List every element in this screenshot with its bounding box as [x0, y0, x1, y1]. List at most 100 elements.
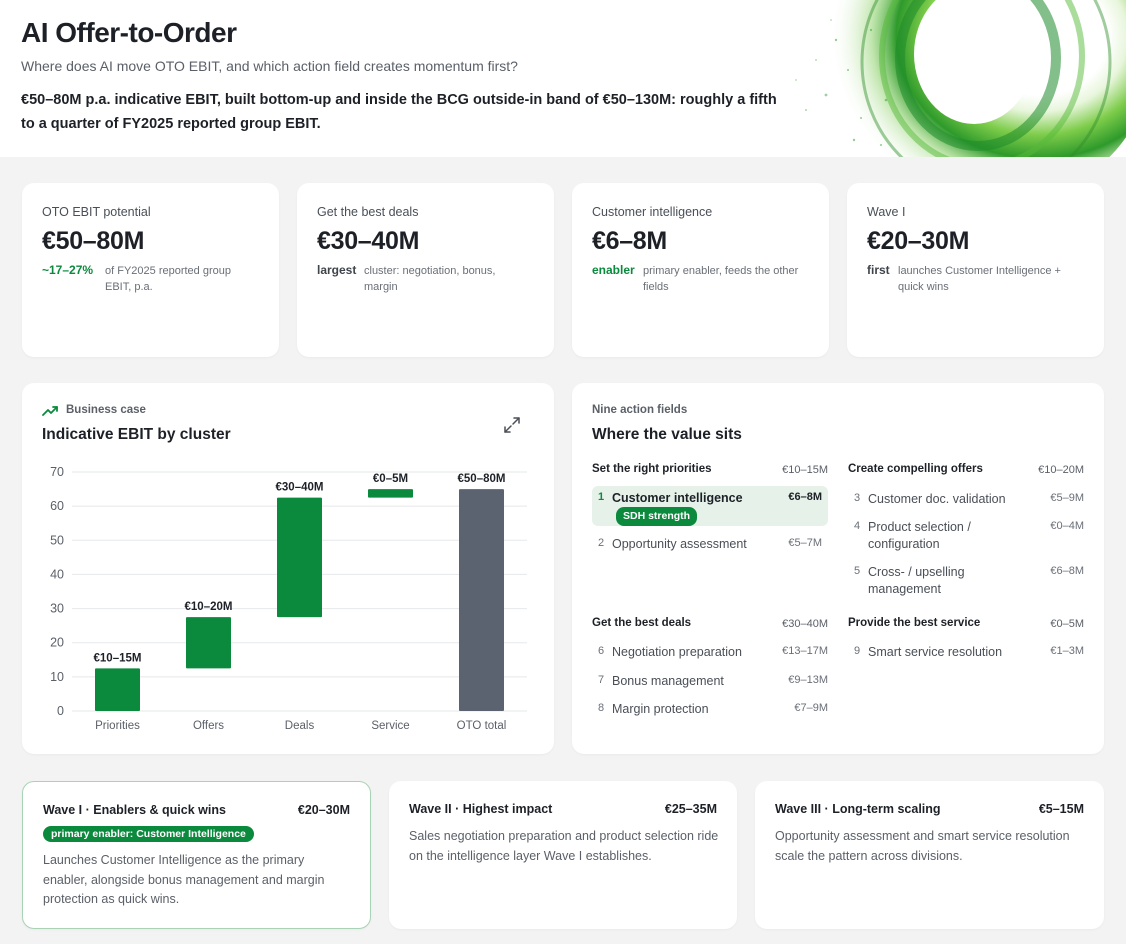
- x-tick-label: Service: [371, 720, 409, 732]
- wave-text: Launches Customer Intelligence as the pr…: [43, 853, 325, 906]
- y-tick-label: 30: [50, 602, 64, 616]
- sdh-strength-badge: SDH strength: [616, 507, 698, 526]
- group-value: €10–15M: [782, 464, 828, 476]
- field-label: Opportunity assessment: [612, 537, 747, 551]
- field-label: Margin protection: [612, 702, 709, 716]
- action-field-customer-doc-validation[interactable]: 3 Customer doc. validation €5–9M: [848, 487, 1084, 509]
- field-value: €1–3M: [1050, 645, 1084, 657]
- page-lead: €50–80M p.a. indicative EBIT, built bott…: [21, 92, 777, 132]
- field-value: €5–7M: [788, 537, 822, 549]
- ebit-waterfall-chart: 0 10 20 30 40 50 60 70 €10–15M Priorities €10–20M O…: [50, 465, 527, 732]
- field-value: €9–13M: [788, 674, 828, 686]
- bar-deals: [277, 497, 322, 618]
- page-subtitle: Where does AI move OTO EBIT, and which a…: [21, 58, 518, 74]
- y-tick-label: 50: [50, 533, 64, 547]
- action-field-negotiation-preparation[interactable]: 6 Negotiation preparation €13–17M: [592, 640, 828, 662]
- field-label: Cross- / upselling management: [868, 565, 965, 596]
- field-value: €5–9M: [1050, 492, 1084, 504]
- section-title: Indicative EBIT by cluster: [42, 426, 231, 443]
- action-field-smart-service-resolution[interactable]: 9 Smart service resolution €1–3M: [848, 640, 1084, 662]
- x-tick-label: Deals: [285, 720, 315, 732]
- field-value: €6–8M: [1050, 565, 1084, 577]
- trending-up-icon: [42, 406, 58, 416]
- kpi-label: Customer intelligence: [592, 205, 713, 219]
- kpi-card-wave-one: Wave I €20–30M first launches Customer I…: [847, 183, 1104, 357]
- field-value: €7–9M: [794, 702, 828, 714]
- field-label: Bonus management: [612, 674, 724, 688]
- action-field-opportunity-assessment[interactable]: 2 Opportunity assessment €5–7M: [592, 532, 822, 554]
- kpi-card-best-deals: Get the best deals €30–40M largest clust…: [297, 183, 554, 357]
- wave-title: Wave II · Highest impact: [409, 802, 553, 816]
- field-label: Negotiation preparation: [612, 645, 742, 659]
- green-ring-artwork: [686, 0, 1126, 157]
- wave-value: €5–15M: [1038, 802, 1084, 816]
- group-title: Provide the best service: [848, 617, 981, 629]
- action-field-bonus-management[interactable]: 7 Bonus management €9–13M: [592, 669, 828, 691]
- field-label: Smart service resolution: [868, 645, 1003, 659]
- wave-card-2[interactable]: Wave II · Highest impact €25–35M Sales n…: [389, 781, 737, 929]
- y-tick-label: 0: [57, 704, 64, 718]
- bar-service: [368, 489, 413, 498]
- kpi-value: €6–8M: [592, 227, 667, 255]
- wave-card-1[interactable]: Wave I · Enablers & quick wins €20–30M p…: [22, 781, 371, 929]
- wave-title: Wave I · Enablers & quick wins: [43, 803, 226, 817]
- kpi-label: Wave I: [867, 205, 906, 219]
- field-number: 6: [598, 645, 605, 657]
- field-number: 8: [598, 702, 605, 714]
- action-field-cross-upselling[interactable]: 5 Cross- / upselling management €6–8M: [848, 560, 1084, 598]
- field-label: Customer intelligence: [612, 491, 743, 505]
- bar-oto-total: [459, 489, 504, 711]
- group-value: €10–20M: [1038, 464, 1084, 476]
- data-label: €30–40M: [276, 482, 324, 494]
- y-tick-label: 70: [50, 465, 64, 479]
- x-tick-label: Offers: [193, 720, 224, 732]
- business-case-card: Business case Indicative EBIT by cluster…: [22, 383, 554, 754]
- action-fields-card: Nine action fields Where the value sits …: [572, 383, 1104, 754]
- field-number: 4: [854, 520, 861, 532]
- y-tick-label: 60: [50, 499, 64, 513]
- group-title: Set the right priorities: [592, 463, 712, 475]
- wave-value: €25–35M: [664, 802, 717, 816]
- field-number: 1: [598, 491, 605, 503]
- action-field-customer-intelligence[interactable]: 1 Customer intelligence SDH strength €6–8…: [592, 486, 828, 526]
- section-eyebrow: Nine action fields: [592, 404, 688, 416]
- wave-value: €20–30M: [297, 803, 350, 817]
- page-title: AI Offer-to-Order: [21, 17, 237, 48]
- action-field-product-selection[interactable]: 4 Product selection / configuration €0–4…: [848, 515, 1084, 553]
- kpi-card-oto-ebit: OTO EBIT potential €50–80M ~17–27% of FY…: [22, 183, 279, 357]
- field-label: Product selection / configuration: [868, 520, 971, 551]
- kpi-tag: ~17–27%: [42, 263, 94, 277]
- field-number: 2: [598, 537, 605, 549]
- data-label: €10–15M: [94, 652, 142, 664]
- field-number: 5: [854, 565, 861, 577]
- y-tick-label: 40: [50, 567, 64, 581]
- data-label: €10–20M: [185, 601, 233, 613]
- primary-enabler-badge: primary enabler: Customer Intelligence: [43, 826, 254, 842]
- field-value: €0–4M: [1050, 520, 1084, 532]
- hero-header: AI Offer-to-Order Where does AI move OTO…: [0, 0, 1126, 157]
- wave-card-3[interactable]: Wave III · Long-term scaling €5–15M Oppo…: [755, 781, 1104, 929]
- kpi-tag: largest: [317, 263, 357, 277]
- kpi-note: cluster: negotiation, bonus, margin: [364, 265, 496, 293]
- group-value: €30–40M: [782, 618, 828, 630]
- wave-text: Opportunity assessment and smart service…: [775, 829, 1070, 863]
- kpi-card-customer-intelligence: Customer intelligence €6–8M enabler prim…: [572, 183, 829, 357]
- group-title: Get the best deals: [592, 617, 692, 629]
- section-title: Where the value sits: [592, 426, 742, 443]
- data-label: €50–80M: [458, 473, 506, 485]
- kpi-value: €50–80M: [42, 227, 145, 255]
- section-eyebrow: Business case: [66, 404, 146, 416]
- kpi-value: €30–40M: [317, 227, 420, 255]
- y-tick-label: 20: [50, 636, 64, 650]
- y-tick-label: 10: [50, 670, 64, 684]
- group-value: €0–5M: [1050, 618, 1084, 630]
- kpi-label: OTO EBIT potential: [42, 205, 151, 219]
- kpi-tag: enabler: [592, 263, 635, 277]
- action-field-margin-protection[interactable]: 8 Margin protection €7–9M: [592, 697, 828, 719]
- field-value: €6–8M: [788, 491, 822, 503]
- kpi-label: Get the best deals: [317, 205, 419, 219]
- expand-icon[interactable]: [503, 416, 521, 434]
- field-label: Customer doc. validation: [868, 492, 1006, 506]
- field-number: 9: [854, 645, 861, 657]
- bar-priorities: [95, 668, 140, 711]
